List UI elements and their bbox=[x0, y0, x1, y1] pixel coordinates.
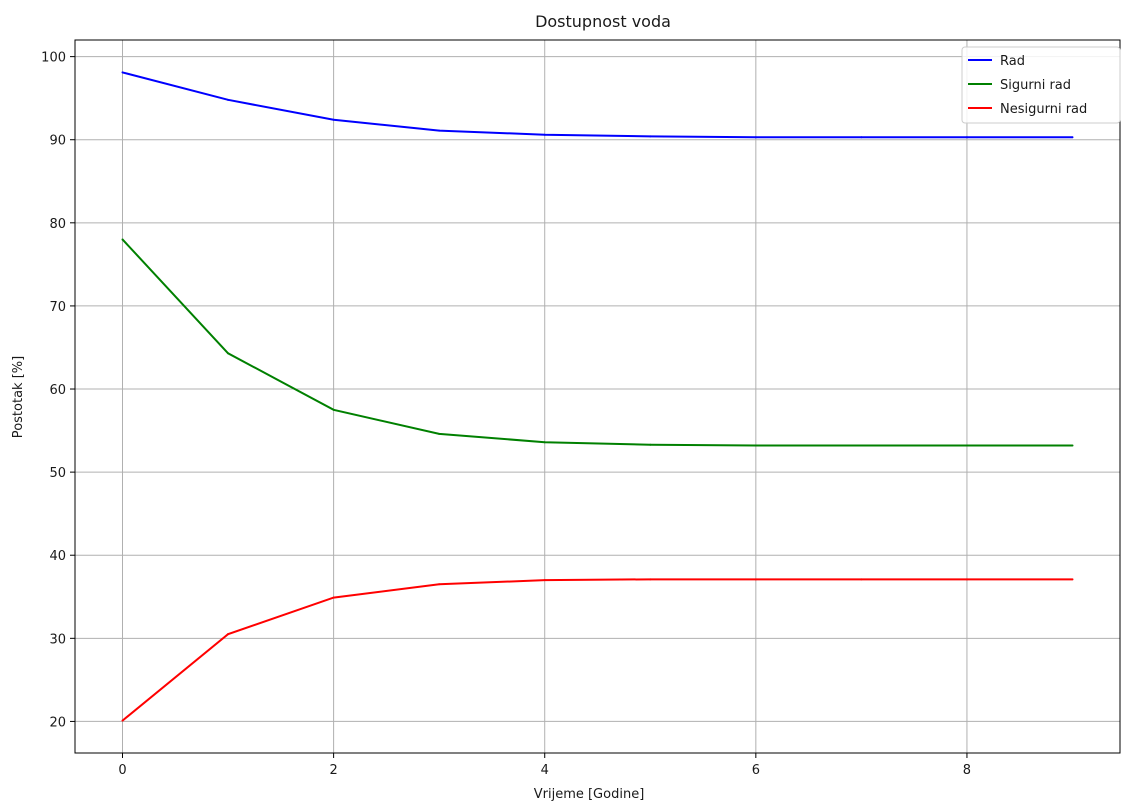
data-point-rad bbox=[649, 135, 652, 138]
y-axis-ticks: 20 30 40 50 60 70 80 90 100 bbox=[41, 51, 75, 730]
data-point-sigurni-rad bbox=[438, 432, 441, 435]
data-point-nesigurni-rad bbox=[227, 633, 230, 636]
data-point-rad bbox=[332, 118, 335, 121]
data-point-rad bbox=[438, 129, 441, 132]
legend-label-rad: Rad bbox=[1000, 54, 1025, 69]
y-tick-label: 80 bbox=[49, 217, 66, 232]
chart-title: Dostupnost voda bbox=[535, 12, 671, 31]
x-tick-label: 6 bbox=[752, 763, 760, 778]
data-point-sigurni-rad bbox=[332, 408, 335, 411]
data-point-sigurni-rad bbox=[965, 444, 968, 447]
y-tick-label: 90 bbox=[49, 134, 66, 149]
series-line-nesigurni-rad bbox=[121, 578, 1073, 722]
data-point-nesigurni-rad bbox=[332, 596, 335, 599]
data-point-sigurni-rad bbox=[543, 441, 546, 444]
data-point-nesigurni-rad bbox=[754, 578, 757, 581]
data-point-sigurni-rad bbox=[754, 444, 757, 447]
data-point-nesigurni-rad bbox=[965, 578, 968, 581]
y-tick-label: 50 bbox=[49, 466, 66, 481]
x-tick-label: 4 bbox=[541, 763, 549, 778]
data-point-sigurni-rad bbox=[227, 352, 230, 355]
y-tick-label: 100 bbox=[41, 51, 66, 66]
data-point-rad bbox=[121, 71, 124, 74]
data-point-rad bbox=[227, 98, 230, 101]
legend-box bbox=[961, 46, 1121, 124]
y-tick-label: 20 bbox=[49, 715, 66, 730]
legend: Rad Sigurni rad Nesigurni rad bbox=[961, 46, 1121, 124]
y-tick-label: 30 bbox=[49, 632, 66, 647]
x-tick-label: 8 bbox=[963, 763, 971, 778]
y-tick-label: 60 bbox=[49, 383, 66, 398]
x-tick-label: 2 bbox=[329, 763, 337, 778]
plot-frame bbox=[74, 39, 1121, 754]
data-point-sigurni-rad bbox=[649, 443, 652, 446]
data-point-nesigurni-rad bbox=[649, 578, 652, 581]
data-point-nesigurni-rad bbox=[543, 579, 546, 582]
series-line-rad bbox=[122, 71, 1073, 139]
data-point-sigurni-rad bbox=[860, 444, 863, 447]
grid bbox=[75, 40, 1120, 753]
data-point-rad bbox=[754, 136, 757, 139]
data-point-nesigurni-rad bbox=[860, 578, 863, 581]
x-axis-ticks: 0 2 4 6 8 bbox=[118, 753, 971, 778]
data-point-nesigurni-rad bbox=[121, 719, 124, 722]
data-point-rad bbox=[965, 136, 968, 139]
data-point-rad bbox=[543, 133, 546, 136]
x-tick-label: 0 bbox=[118, 763, 126, 778]
legend-label-sigurni-rad: Sigurni rad bbox=[1000, 78, 1071, 93]
y-axis-label: Postotak [%] bbox=[11, 356, 26, 438]
legend-label-nesigurni-rad: Nesigurni rad bbox=[1000, 102, 1087, 117]
series-line-sigurni-rad bbox=[121, 238, 1073, 447]
data-point-rad bbox=[1071, 136, 1074, 139]
y-tick-label: 70 bbox=[49, 300, 66, 315]
x-axis-label: Vrijeme [Godine] bbox=[534, 787, 645, 802]
data-point-rad bbox=[860, 136, 863, 139]
y-tick-label: 40 bbox=[49, 549, 66, 564]
data-point-nesigurni-rad bbox=[1071, 578, 1074, 581]
data-point-sigurni-rad bbox=[1071, 444, 1074, 447]
data-point-nesigurni-rad bbox=[438, 583, 441, 586]
series-group bbox=[121, 71, 1074, 722]
data-point-sigurni-rad bbox=[121, 238, 124, 241]
